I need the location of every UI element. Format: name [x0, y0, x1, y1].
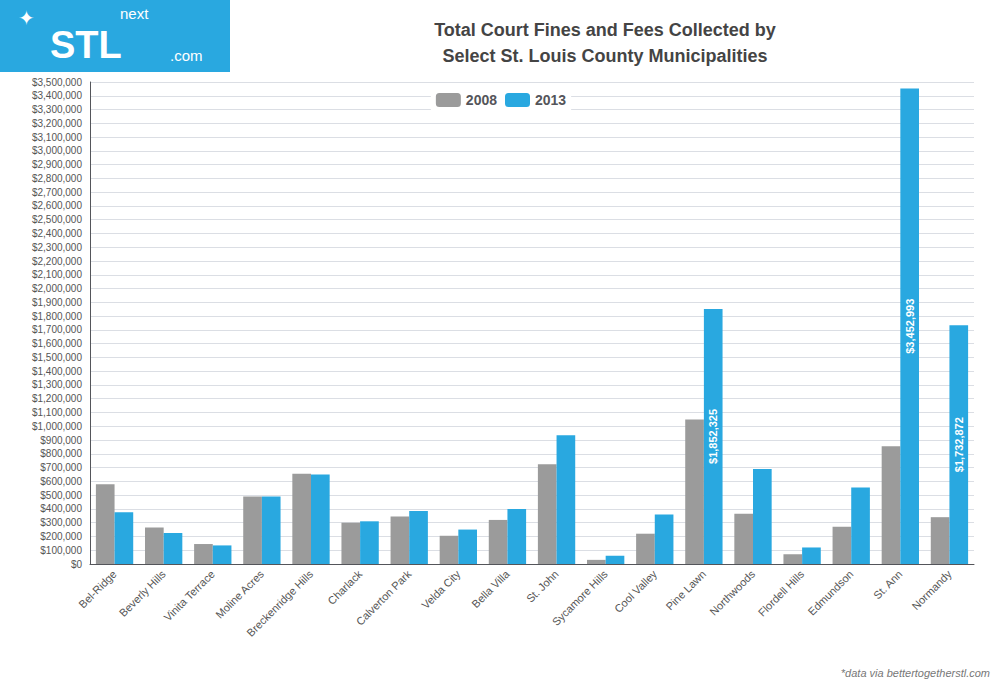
- svg-text:Normandy: Normandy: [909, 567, 954, 612]
- svg-text:$2,700,000: $2,700,000: [32, 187, 82, 198]
- svg-text:$100,000: $100,000: [40, 545, 82, 556]
- svg-text:$1,100,000: $1,100,000: [32, 407, 82, 418]
- svg-text:$300,000: $300,000: [40, 517, 82, 528]
- svg-text:Breckenridge Hills: Breckenridge Hills: [244, 567, 315, 638]
- svg-text:next: next: [120, 5, 149, 22]
- svg-text:$3,100,000: $3,100,000: [32, 132, 82, 143]
- svg-text:$2,600,000: $2,600,000: [32, 200, 82, 211]
- svg-text:$500,000: $500,000: [40, 490, 82, 501]
- svg-text:$2,800,000: $2,800,000: [32, 173, 82, 184]
- svg-text:$3,300,000: $3,300,000: [32, 104, 82, 115]
- svg-text:$1,500,000: $1,500,000: [32, 352, 82, 363]
- svg-text:$1,900,000: $1,900,000: [32, 297, 82, 308]
- svg-text:$400,000: $400,000: [40, 503, 82, 514]
- svg-text:$0: $0: [71, 559, 83, 570]
- svg-text:$1,400,000: $1,400,000: [32, 366, 82, 377]
- svg-text:Pine Lawn: Pine Lawn: [663, 568, 708, 613]
- svg-text:St. John: St. John: [524, 568, 561, 605]
- svg-text:$3,452,993: $3,452,993: [904, 299, 916, 354]
- svg-text:✦: ✦: [18, 7, 35, 29]
- svg-text:$200,000: $200,000: [40, 531, 82, 542]
- svg-text:$2,200,000: $2,200,000: [32, 256, 82, 267]
- svg-text:$900,000: $900,000: [40, 435, 82, 446]
- svg-text:Northwoods: Northwoods: [707, 567, 757, 617]
- svg-text:Cool Valley: Cool Valley: [612, 567, 660, 615]
- svg-text:$3,000,000: $3,000,000: [32, 145, 82, 156]
- svg-text:$2,500,000: $2,500,000: [32, 214, 82, 225]
- svg-text:Velda City: Velda City: [419, 567, 463, 611]
- svg-text:$1,800,000: $1,800,000: [32, 311, 82, 322]
- svg-text:$2,000,000: $2,000,000: [32, 283, 82, 294]
- svg-text:$1,732,872: $1,732,872: [953, 417, 965, 472]
- svg-text:St. Ann: St. Ann: [871, 568, 905, 602]
- svg-text:Charlack: Charlack: [325, 567, 364, 606]
- svg-text:$2,900,000: $2,900,000: [32, 159, 82, 170]
- svg-text:$600,000: $600,000: [40, 476, 82, 487]
- svg-text:Select St. Louis County Munici: Select St. Louis County Municipalities: [442, 46, 767, 66]
- svg-text:$2,400,000: $2,400,000: [32, 228, 82, 239]
- svg-text:Sycamore Hills: Sycamore Hills: [550, 567, 611, 628]
- svg-text:$1,300,000: $1,300,000: [32, 379, 82, 390]
- svg-text:Moline Acres: Moline Acres: [213, 567, 266, 620]
- svg-text:$2,300,000: $2,300,000: [32, 242, 82, 253]
- svg-text:$1,200,000: $1,200,000: [32, 393, 82, 404]
- svg-text:Flordell Hills: Flordell Hills: [756, 567, 807, 618]
- svg-text:Beverly Hills: Beverly Hills: [117, 567, 169, 619]
- svg-text:Bel-Ridge: Bel-Ridge: [76, 568, 119, 611]
- svg-text:Calverton Park: Calverton Park: [354, 567, 414, 627]
- svg-text:Vinita Terrace: Vinita Terrace: [161, 568, 217, 624]
- svg-text:2013: 2013: [535, 92, 566, 108]
- svg-text:$2,100,000: $2,100,000: [32, 269, 82, 280]
- svg-text:2008: 2008: [466, 92, 497, 108]
- svg-text:*data via bettertogetherstl.co: *data via bettertogetherstl.com: [841, 667, 990, 679]
- svg-text:$1,700,000: $1,700,000: [32, 324, 82, 335]
- svg-text:Edmundson: Edmundson: [806, 568, 856, 618]
- svg-text:Total Court Fines and Fees Col: Total Court Fines and Fees Collected by: [434, 20, 776, 40]
- svg-text:$700,000: $700,000: [40, 462, 82, 473]
- svg-text:$1,000,000: $1,000,000: [32, 421, 82, 432]
- svg-text:Bella Villa: Bella Villa: [469, 567, 512, 610]
- svg-text:$1,600,000: $1,600,000: [32, 338, 82, 349]
- svg-text:STL: STL: [50, 24, 122, 66]
- svg-text:$800,000: $800,000: [40, 448, 82, 459]
- svg-text:.com: .com: [170, 47, 203, 64]
- svg-text:$3,500,000: $3,500,000: [32, 77, 82, 88]
- svg-text:$1,852,325: $1,852,325: [707, 409, 719, 464]
- svg-text:$3,200,000: $3,200,000: [32, 118, 82, 129]
- svg-text:$3,400,000: $3,400,000: [32, 90, 82, 101]
